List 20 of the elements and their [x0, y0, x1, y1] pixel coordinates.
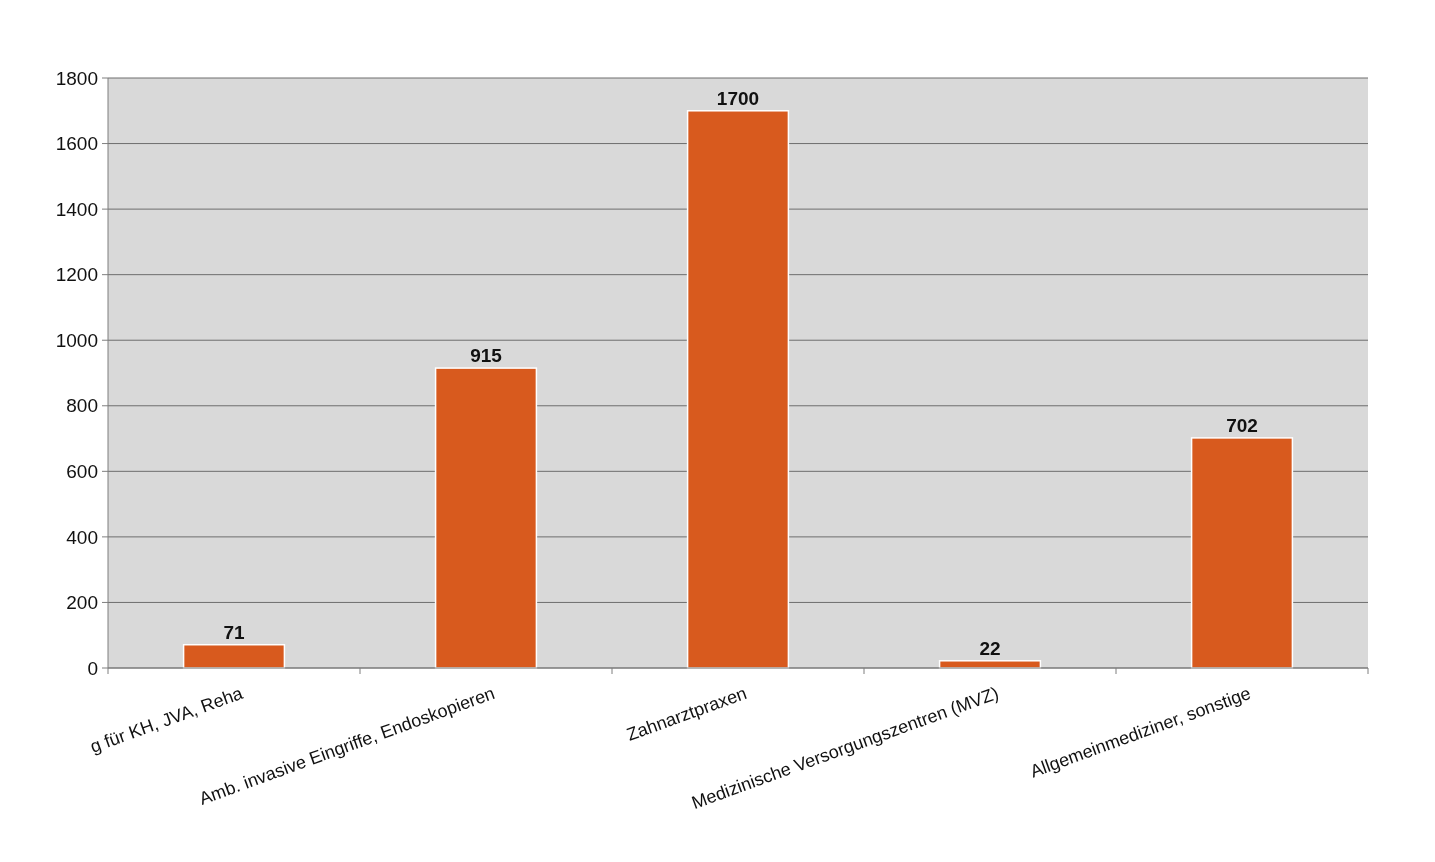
y-tick-label: 1000 — [55, 329, 98, 351]
y-tick-label: 400 — [66, 526, 98, 548]
y-tick-label: 200 — [66, 592, 98, 614]
y-tick-label: 1600 — [55, 133, 98, 155]
y-tick-label: 1400 — [55, 198, 98, 220]
y-tick-label: 1800 — [55, 67, 98, 89]
bar — [686, 110, 790, 669]
y-tick-label: 600 — [66, 460, 98, 482]
y-tick-label: 0 — [87, 657, 98, 679]
data-label: 22 — [979, 637, 1001, 659]
bar — [1190, 437, 1294, 669]
data-label: 915 — [470, 345, 503, 367]
data-label: 1700 — [716, 87, 760, 109]
bar — [434, 367, 538, 669]
data-label: 702 — [1226, 414, 1258, 436]
bar — [182, 643, 286, 669]
data-label: 71 — [223, 621, 245, 643]
x-tick-label: g für KH, JVA, Reha — [87, 682, 247, 757]
y-tick-label: 800 — [66, 395, 98, 417]
y-tick-label: 1200 — [55, 264, 98, 286]
